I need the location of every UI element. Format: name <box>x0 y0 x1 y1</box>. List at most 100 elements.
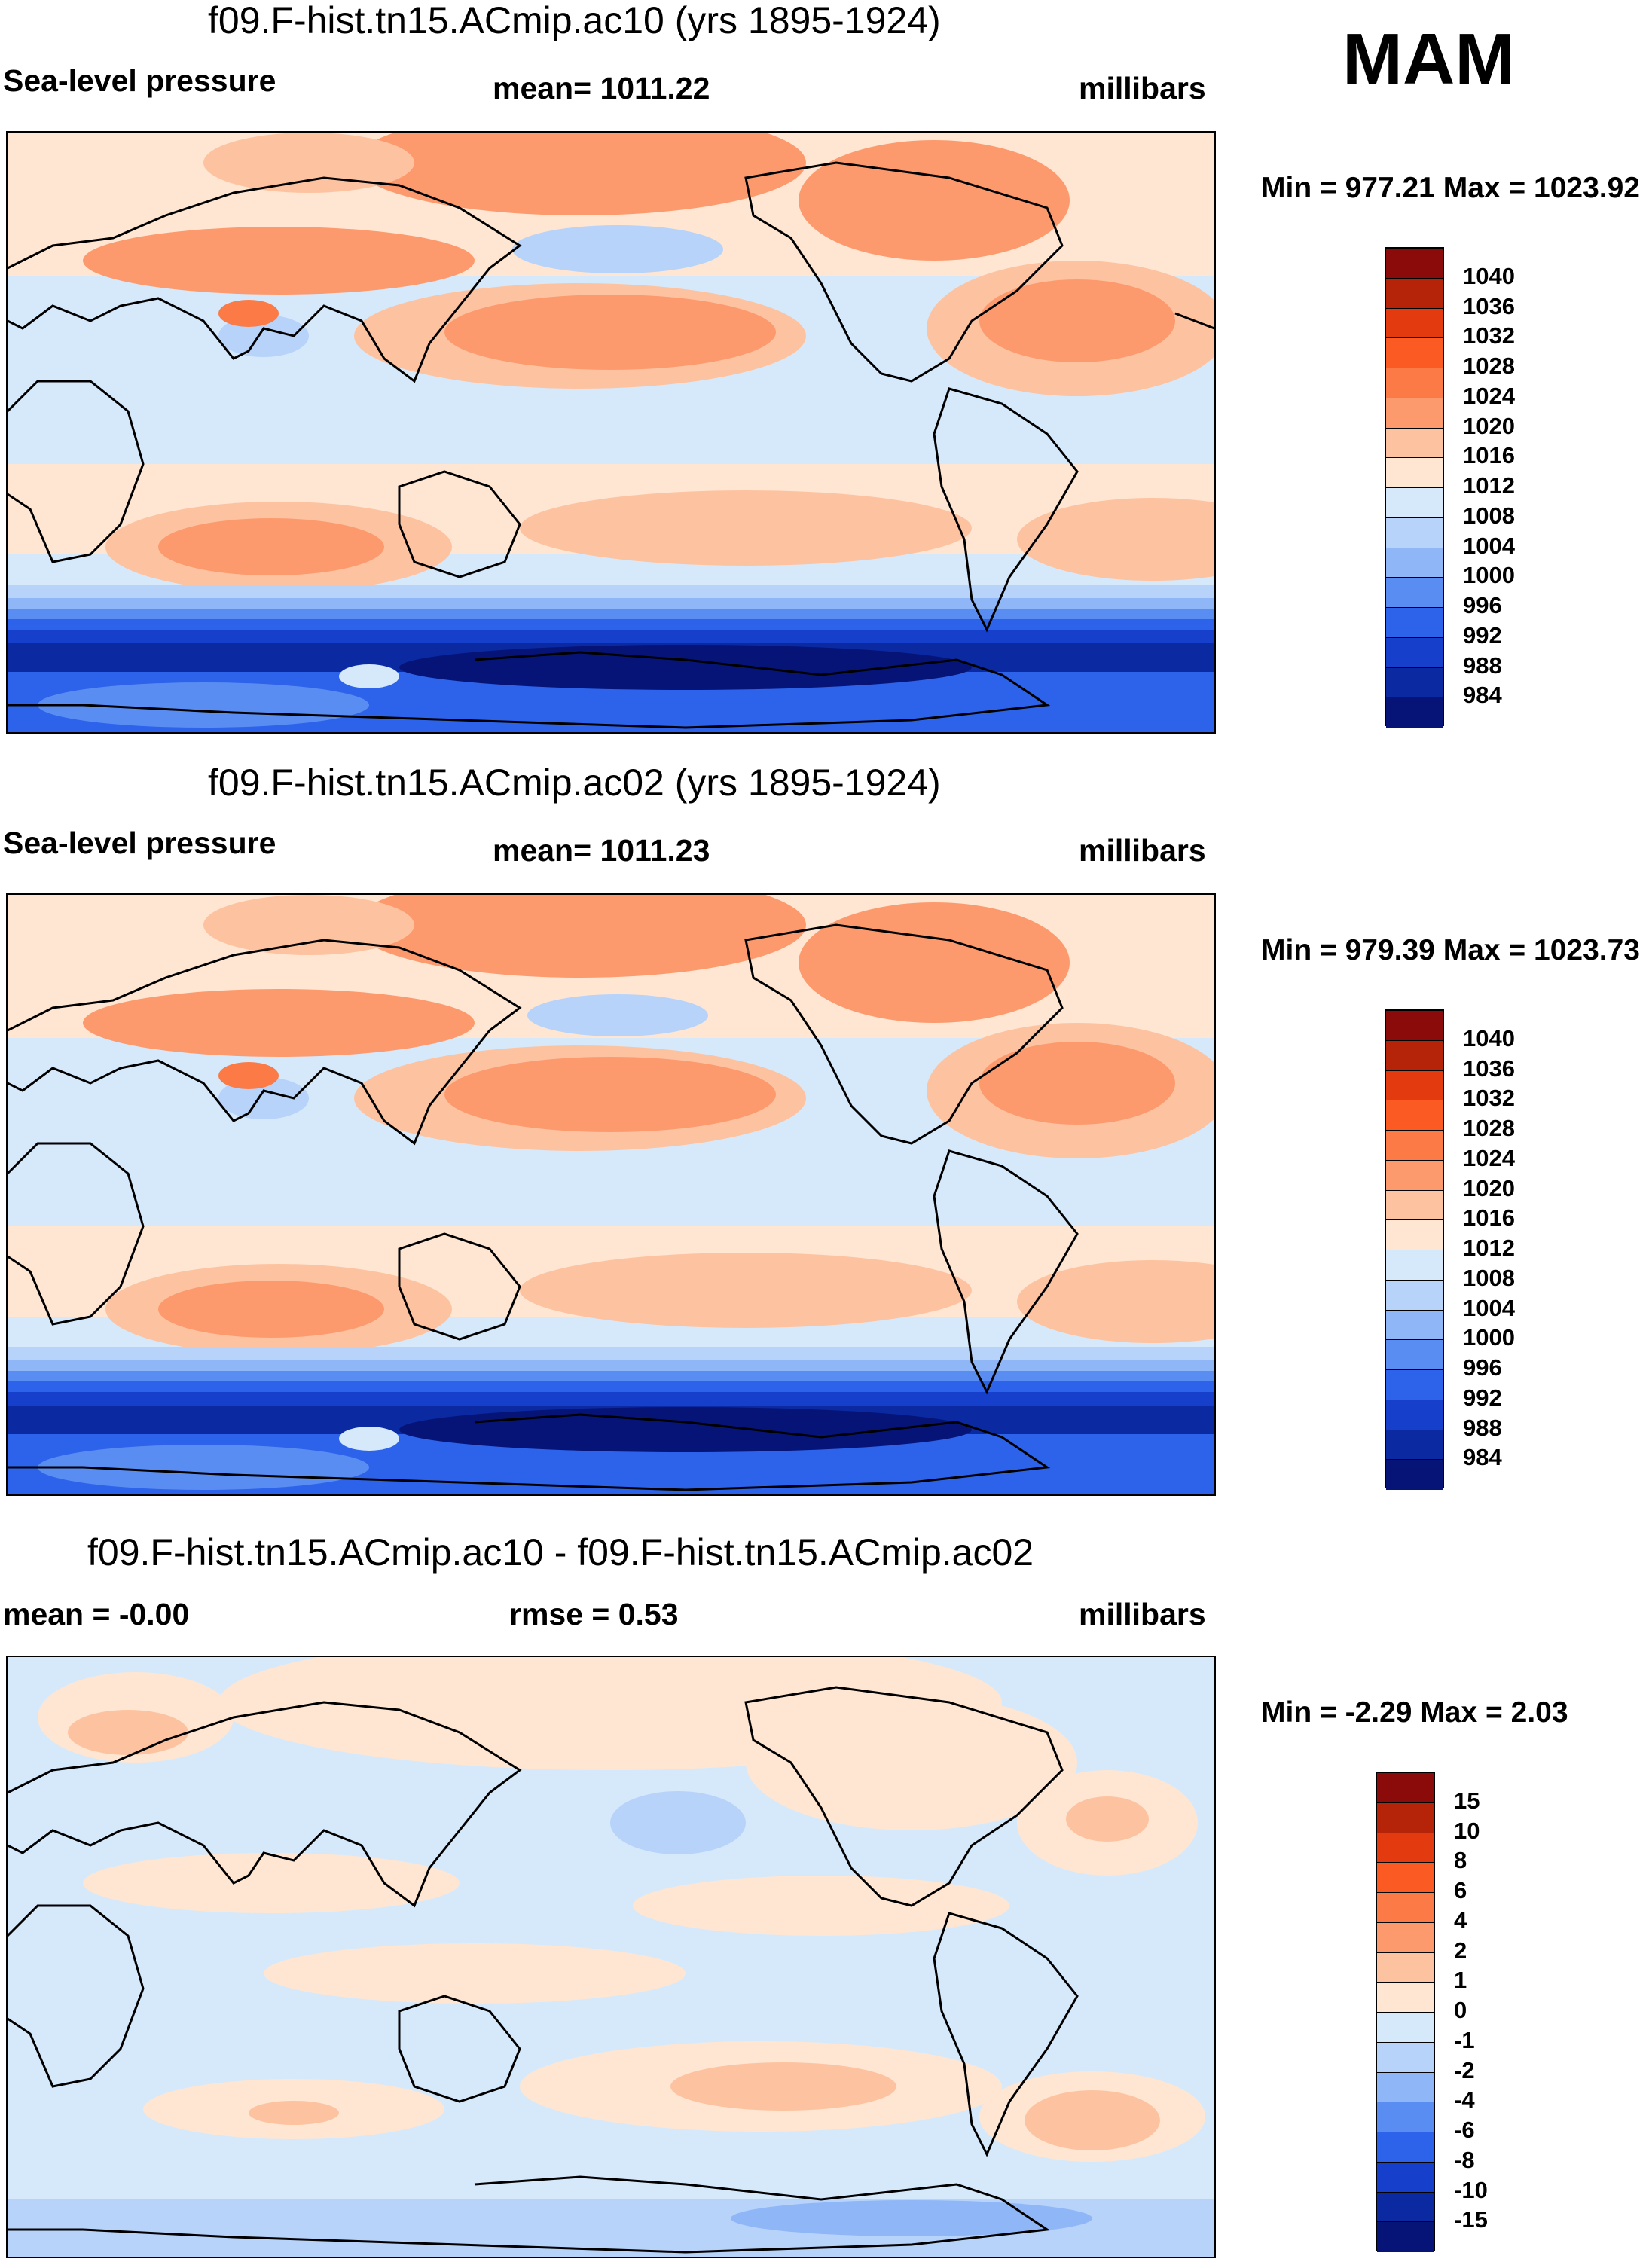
panel-3-colorbar-swatch <box>1377 2222 1434 2252</box>
panel-1-colorbar-tick-label: 1028 <box>1463 353 1515 379</box>
panel-3-colorbar-swatch <box>1377 1833 1434 1864</box>
panel-1-colorbar-tick-label: 1012 <box>1463 472 1515 499</box>
panel-2-title: f09.F-hist.tn15.ACmip.ac02 (yrs 1895-192… <box>208 762 941 804</box>
panel-2-colorbar-swatch <box>1386 1040 1443 1071</box>
panel-3-colorbar-tick-label: -10 <box>1454 2176 1488 2203</box>
panel-2-colorbar-tick-label: 1016 <box>1463 1204 1515 1232</box>
panel-3-right-label: millibars <box>1079 1597 1206 1632</box>
panel-3-colorbar-tick-label: 8 <box>1454 1847 1467 1874</box>
panel-1-colorbar <box>1385 247 1444 728</box>
panel-2-colorbar <box>1385 1009 1444 1490</box>
panel-1-colorbar-tick-label: 992 <box>1463 621 1502 649</box>
panel-2-colorbar-swatch <box>1386 1430 1443 1461</box>
panel-3-colorbar-tick-label: -15 <box>1454 2206 1488 2233</box>
panel-2-colorbar-swatch <box>1386 1220 1443 1250</box>
panel-3-colorbar <box>1376 1772 1435 2252</box>
panel-1-colorbar-swatch <box>1386 458 1443 488</box>
panel-2-colorbar-swatch <box>1386 1100 1443 1131</box>
panel-1-minmax: Min = 977.21 Max = 1023.92 <box>1261 172 1641 204</box>
panel-3-colorbar-tick-label: -6 <box>1454 2117 1475 2143</box>
panel-3-colorbar-swatch <box>1377 1922 1434 1953</box>
panel-1-colorbar-swatch <box>1386 398 1443 429</box>
panel-1-colorbar-tick-label: 1032 <box>1463 322 1515 350</box>
panel-2-colorbar-tick-label: 1036 <box>1463 1055 1515 1082</box>
panel-1-colorbar-tick-label: 1004 <box>1463 532 1515 559</box>
panel-1-colorbar-tick-label: 1016 <box>1463 442 1515 469</box>
panel-2-colorbar-tick-label: 992 <box>1463 1384 1502 1411</box>
panel-3-colorbar-tick-label: -4 <box>1454 2086 1475 2114</box>
panel-3-colorbar-tick-label: 1 <box>1454 1967 1467 1994</box>
panel-3-left-label: mean = -0.00 <box>3 1597 190 1632</box>
panel-3-colorbar-swatch <box>1377 1952 1434 1983</box>
panel-3-colorbar-swatch <box>1377 2132 1434 2163</box>
panel-1-colorbar-swatch <box>1386 548 1443 578</box>
panel-1-colorbar-tick-label: 1024 <box>1463 382 1515 409</box>
panel-2-colorbar-tick-label: 988 <box>1463 1414 1502 1441</box>
panel-2-map-field <box>8 895 1214 1494</box>
panel-3-map-field <box>8 1657 1214 2257</box>
panel-3-colorbar-tick-label: 2 <box>1454 1937 1467 1964</box>
panel-2-colorbar-swatch <box>1386 1340 1443 1370</box>
panel-1-colorbar-tick-label: 1008 <box>1463 502 1515 529</box>
panel-2-center-label: mean= 1011.23 <box>493 833 710 868</box>
panel-2-colorbar-tick-label: 984 <box>1463 1444 1502 1471</box>
panel-3-center-label: rmse = 0.53 <box>509 1597 679 1632</box>
panel-1-colorbar-tick-label: 984 <box>1463 682 1502 709</box>
panel-3-colorbar-swatch <box>1377 2072 1434 2103</box>
panel-2-colorbar-swatch <box>1386 1011 1443 1041</box>
panel-3-minmax: Min = -2.29 Max = 2.03 <box>1261 1696 1568 1729</box>
panel-2-colorbar-swatch <box>1386 1070 1443 1101</box>
panel-3-colorbar-tick-label: 10 <box>1454 1817 1480 1844</box>
panel-3-colorbar-swatch <box>1377 1893 1434 1923</box>
panel-1-colorbar-swatch <box>1386 608 1443 638</box>
panel-1-colorbar-swatch <box>1386 667 1443 698</box>
panel-3-map <box>6 1656 1216 2258</box>
panel-3-colorbar-tick-label: 6 <box>1454 1877 1467 1903</box>
panel-2-left-label: Sea-level pressure <box>3 826 276 860</box>
panel-2-colorbar-tick-label: 1004 <box>1463 1294 1515 1321</box>
panel-1-map-field <box>8 133 1214 732</box>
panel-2-colorbar-swatch <box>1386 1131 1443 1161</box>
panel-3-colorbar-swatch <box>1377 2162 1434 2193</box>
panel-3-colorbar-swatch <box>1377 1983 1434 2013</box>
panel-2-colorbar-tick-label: 1040 <box>1463 1024 1515 1052</box>
panel-1-colorbar-tick-label: 1040 <box>1463 262 1515 289</box>
panel-2-colorbar-tick-label: 1008 <box>1463 1264 1515 1291</box>
panel-2-colorbar-tick-label: 1024 <box>1463 1144 1515 1171</box>
panel-1-title: f09.F-hist.tn15.ACmip.ac10 (yrs 1895-192… <box>208 0 941 41</box>
panel-3-title: f09.F-hist.tn15.ACmip.ac10 - f09.F-hist.… <box>87 1531 1034 1574</box>
panel-2-colorbar-tick-label: 1000 <box>1463 1324 1515 1351</box>
panel-2-colorbar-tick-label: 1028 <box>1463 1115 1515 1141</box>
panel-2-colorbar-swatch <box>1386 1250 1443 1281</box>
panel-2-colorbar-tick-label: 1012 <box>1463 1235 1515 1261</box>
panel-1-center-label: mean= 1011.22 <box>493 71 710 105</box>
panel-3-colorbar-swatch <box>1377 1802 1434 1833</box>
panel-1-colorbar-swatch <box>1386 249 1443 279</box>
panel-1-colorbar-swatch <box>1386 308 1443 339</box>
panel-1-colorbar-swatch <box>1386 488 1443 518</box>
panel-1-colorbar-swatch <box>1386 368 1443 398</box>
panel-1-map <box>6 131 1216 734</box>
panel-3-colorbar-tick-label: 4 <box>1454 1906 1467 1934</box>
panel-3-colorbar-swatch <box>1377 2102 1434 2132</box>
panel-3-colorbar-tick-label: 15 <box>1454 1787 1480 1814</box>
panel-3-colorbar-swatch <box>1377 2042 1434 2073</box>
panel-1-colorbar-swatch <box>1386 637 1443 668</box>
panel-3-colorbar-tick-label: -1 <box>1454 2026 1475 2053</box>
panel-3-colorbar-tick-label: -2 <box>1454 2056 1475 2083</box>
panel-1-colorbar-swatch <box>1386 338 1443 368</box>
panel-1-colorbar-tick-label: 1036 <box>1463 292 1515 319</box>
panel-3-colorbar-swatch <box>1377 1773 1434 1803</box>
panel-1-colorbar-swatch <box>1386 278 1443 309</box>
panel-2-colorbar-swatch <box>1386 1280 1443 1311</box>
panel-1-left-label: Sea-level pressure <box>3 63 276 98</box>
panel-2-colorbar-tick-label: 996 <box>1463 1354 1502 1381</box>
panel-1-colorbar-swatch <box>1386 578 1443 608</box>
panel-2-map <box>6 893 1216 1496</box>
panel-1-colorbar-tick-label: 1020 <box>1463 412 1515 439</box>
panel-1-colorbar-swatch <box>1386 428 1443 459</box>
panel-3-colorbar-swatch <box>1377 1863 1434 1893</box>
panel-2-colorbar-swatch <box>1386 1160 1443 1191</box>
panel-2-colorbar-swatch <box>1386 1460 1443 1490</box>
panel-3-colorbar-tick-label: -8 <box>1454 2146 1475 2173</box>
